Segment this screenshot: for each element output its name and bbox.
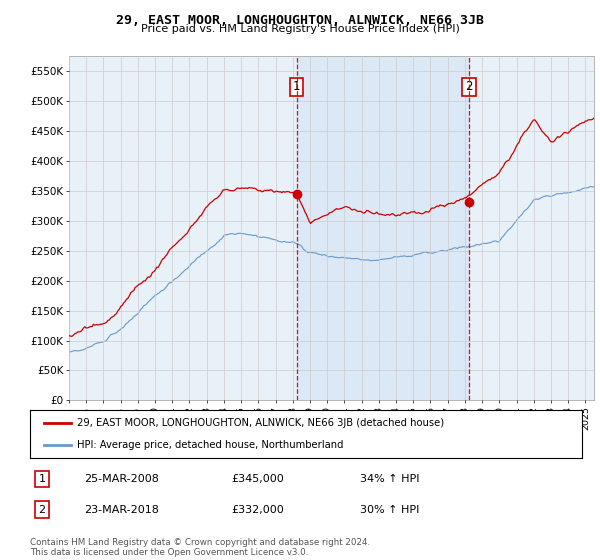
Text: £345,000: £345,000	[231, 474, 284, 484]
Text: 23-MAR-2018: 23-MAR-2018	[84, 505, 159, 515]
Text: 2: 2	[465, 81, 473, 94]
Text: 2: 2	[38, 505, 46, 515]
Text: Price paid vs. HM Land Registry's House Price Index (HPI): Price paid vs. HM Land Registry's House …	[140, 24, 460, 34]
Text: 1: 1	[38, 474, 46, 484]
Text: 29, EAST MOOR, LONGHOUGHTON, ALNWICK, NE66 3JB: 29, EAST MOOR, LONGHOUGHTON, ALNWICK, NE…	[116, 14, 484, 27]
Text: 1: 1	[293, 81, 301, 94]
Text: 29, EAST MOOR, LONGHOUGHTON, ALNWICK, NE66 3JB (detached house): 29, EAST MOOR, LONGHOUGHTON, ALNWICK, NE…	[77, 418, 444, 428]
Text: £332,000: £332,000	[231, 505, 284, 515]
Text: HPI: Average price, detached house, Northumberland: HPI: Average price, detached house, Nort…	[77, 440, 343, 450]
Text: Contains HM Land Registry data © Crown copyright and database right 2024.
This d: Contains HM Land Registry data © Crown c…	[30, 538, 370, 557]
Bar	[297, 56, 469, 400]
Text: 30% ↑ HPI: 30% ↑ HPI	[360, 505, 419, 515]
Text: 34% ↑ HPI: 34% ↑ HPI	[360, 474, 419, 484]
Text: 25-MAR-2008: 25-MAR-2008	[84, 474, 159, 484]
